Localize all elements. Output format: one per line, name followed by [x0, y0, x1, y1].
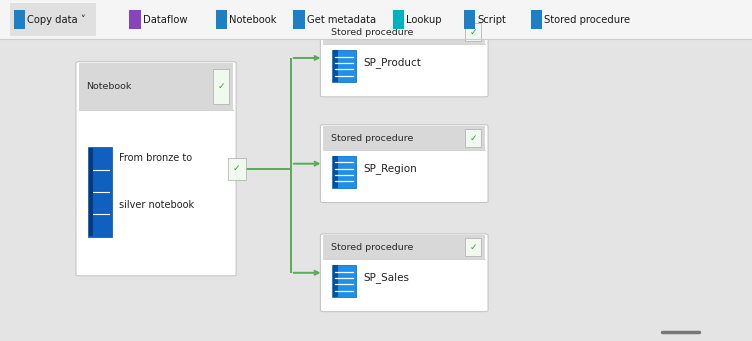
- Text: ✓: ✓: [469, 243, 477, 252]
- Text: Copy data ˅: Copy data ˅: [27, 14, 86, 25]
- FancyBboxPatch shape: [320, 19, 488, 97]
- FancyBboxPatch shape: [465, 238, 481, 256]
- FancyBboxPatch shape: [10, 3, 96, 36]
- Text: Stored procedure: Stored procedure: [331, 243, 414, 252]
- Text: ✓: ✓: [217, 82, 225, 91]
- FancyBboxPatch shape: [320, 234, 488, 312]
- FancyBboxPatch shape: [320, 125, 488, 203]
- FancyBboxPatch shape: [393, 10, 404, 29]
- Text: Stored procedure: Stored procedure: [544, 15, 631, 25]
- Text: ✓: ✓: [233, 164, 241, 173]
- FancyBboxPatch shape: [216, 10, 227, 29]
- FancyBboxPatch shape: [332, 156, 356, 188]
- Text: Lookup: Lookup: [406, 15, 441, 25]
- FancyBboxPatch shape: [89, 148, 92, 236]
- FancyBboxPatch shape: [323, 235, 485, 259]
- Text: SP_Product: SP_Product: [363, 57, 421, 68]
- FancyBboxPatch shape: [0, 39, 752, 341]
- FancyBboxPatch shape: [323, 126, 485, 150]
- Text: Notebook: Notebook: [86, 82, 132, 91]
- FancyBboxPatch shape: [76, 62, 236, 276]
- FancyBboxPatch shape: [79, 63, 233, 109]
- Text: Stored procedure: Stored procedure: [331, 28, 414, 37]
- Text: Get metadata: Get metadata: [307, 15, 376, 25]
- FancyBboxPatch shape: [465, 129, 481, 147]
- FancyBboxPatch shape: [293, 10, 305, 29]
- FancyBboxPatch shape: [465, 24, 481, 42]
- FancyBboxPatch shape: [332, 50, 356, 82]
- Text: ✓: ✓: [469, 28, 477, 37]
- FancyBboxPatch shape: [531, 10, 542, 29]
- Text: silver notebook: silver notebook: [119, 200, 194, 210]
- Text: From bronze to: From bronze to: [119, 153, 192, 163]
- FancyBboxPatch shape: [213, 69, 229, 104]
- Text: ✓: ✓: [469, 134, 477, 143]
- FancyBboxPatch shape: [333, 50, 338, 82]
- Text: Stored procedure: Stored procedure: [331, 134, 414, 143]
- FancyBboxPatch shape: [0, 0, 752, 39]
- FancyBboxPatch shape: [14, 10, 25, 29]
- Text: Dataflow: Dataflow: [143, 15, 187, 25]
- FancyBboxPatch shape: [88, 147, 112, 237]
- FancyBboxPatch shape: [332, 265, 356, 297]
- Text: SP_Sales: SP_Sales: [363, 272, 409, 283]
- FancyBboxPatch shape: [228, 158, 246, 180]
- FancyBboxPatch shape: [333, 265, 338, 297]
- Text: Script: Script: [478, 15, 506, 25]
- Text: SP_Region: SP_Region: [363, 163, 417, 174]
- FancyBboxPatch shape: [323, 20, 485, 44]
- FancyBboxPatch shape: [129, 10, 141, 29]
- FancyBboxPatch shape: [333, 156, 338, 188]
- Text: Notebook: Notebook: [229, 15, 277, 25]
- FancyBboxPatch shape: [464, 10, 475, 29]
